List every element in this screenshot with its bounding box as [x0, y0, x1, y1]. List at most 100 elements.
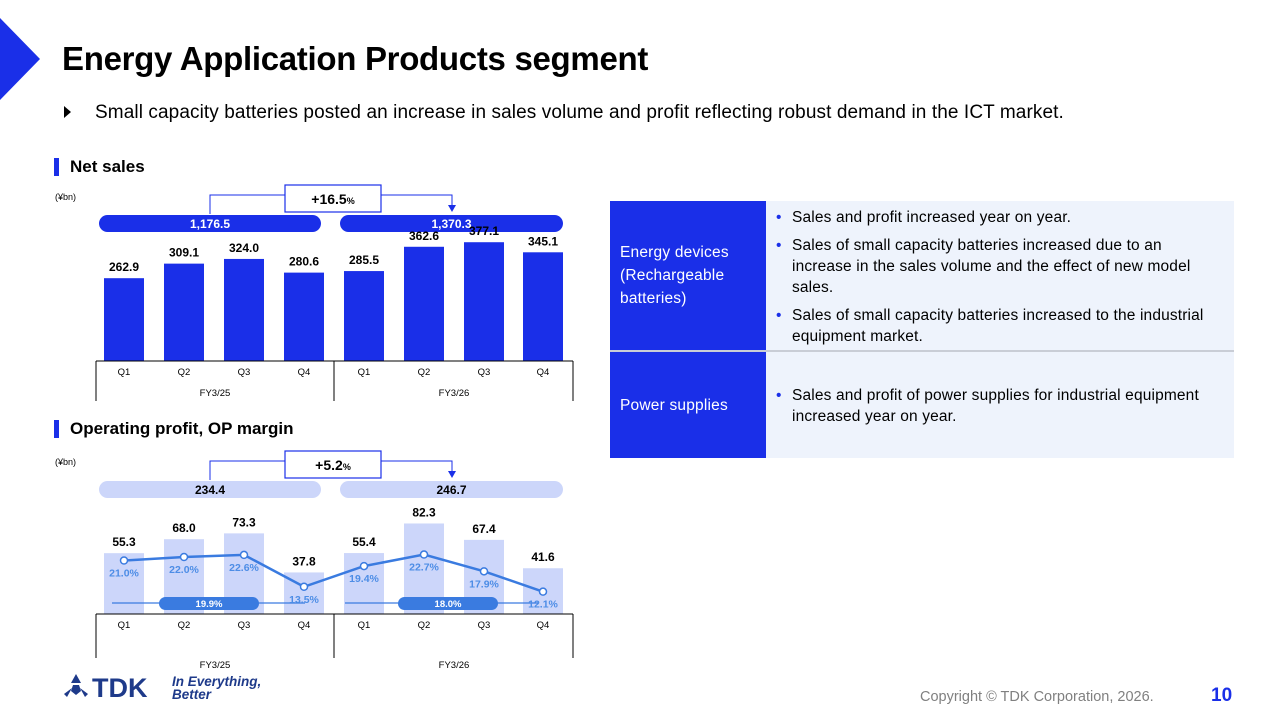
tick-label: Q3: [238, 367, 251, 378]
operating-profit-chart: +5.2% 234.4 246.7 55.3 68.0 73.3 37.8 55.4 82.3 6…: [95, 450, 574, 671]
group-label: FY3/26: [439, 660, 470, 671]
segment-label: Power supplies: [610, 352, 766, 458]
value-label: 309.1: [169, 246, 199, 260]
op-margin-point: [479, 567, 489, 576]
value-label: 41.6: [531, 550, 555, 564]
group-label: FY3/26: [439, 388, 470, 399]
segment-body: • Sales and profit increased year on year…: [766, 201, 1234, 350]
table-row-divider: [610, 350, 1234, 352]
svg-text:In Everything,: In Everything,: [172, 674, 261, 689]
op-margin-point: [179, 552, 189, 562]
tick-label: Q1: [118, 620, 131, 631]
segment-bullet: • Sales of small capacity batteries incre…: [776, 237, 1191, 296]
op-margin-point: [299, 582, 309, 591]
avg-margin-label: 19.9%: [196, 599, 223, 610]
tick-label: Q1: [358, 620, 371, 631]
total-label: 234.4: [195, 483, 225, 497]
net-sales-chart: +16.5% 1,176.5 1,370.3 262.9 309.1 324.0 280.6…: [95, 184, 574, 401]
bar: [284, 272, 324, 361]
avg-margin-pill: [398, 597, 498, 610]
total-label: 1,176.5: [190, 217, 230, 231]
op-margin-label: 13.5%: [289, 594, 319, 606]
bar: [164, 263, 204, 361]
tick-label: Q2: [178, 620, 191, 631]
tick-label: Q4: [537, 620, 550, 631]
page-subtitle: Small capacity batteries posted an incre…: [95, 102, 1064, 123]
value-label: 82.3: [412, 505, 436, 519]
value-label: 285.5: [349, 253, 379, 267]
value-label: 324.0: [229, 241, 259, 255]
segment-label: Energy devices (Rechargeable batteries): [610, 201, 766, 350]
op-margin-label: 19.4%: [349, 573, 379, 585]
bar: [224, 258, 264, 361]
op-margin-line: [123, 553, 544, 593]
value-label: 377.1: [469, 224, 499, 238]
page-number: 10: [1211, 685, 1233, 706]
op-margin-point: [359, 561, 369, 571]
svg-text:Better: Better: [172, 687, 212, 702]
op-margin-point: [119, 556, 129, 565]
avg-margin-label: 18.0%: [435, 599, 462, 610]
group-label: FY3/25: [200, 660, 231, 671]
growth-arrow-icon: [448, 471, 456, 478]
segment-bullet: • Sales of small capacity batteries incre…: [776, 307, 1204, 345]
value-label: 345.1: [528, 234, 558, 248]
segment-summary-table: Energy devices (Rechargeable batteries) …: [610, 201, 1234, 458]
net-sales-title: Net sales: [70, 157, 145, 176]
bullet-dot-icon: •: [776, 387, 782, 404]
copyright-text: Copyright © TDK Corporation, 2026.: [920, 689, 1154, 705]
bullet-dot-icon: •: [776, 209, 782, 226]
bar: [104, 278, 144, 361]
op-margin-label: 12.1%: [528, 599, 558, 611]
operating-profit-marker: [54, 420, 59, 438]
tick-label: Q4: [298, 367, 311, 378]
bar: [523, 252, 563, 361]
total-pill: [99, 215, 321, 232]
tick-label: Q4: [537, 367, 550, 378]
total-label: 246.7: [436, 483, 466, 497]
net-sales-marker: [54, 158, 59, 176]
op-margin-label: 17.9%: [469, 578, 499, 590]
group-label: FY3/25: [200, 388, 231, 399]
value-label: 67.4: [472, 522, 496, 536]
total-label: 1,370.3: [431, 217, 471, 231]
tick-label: Q3: [238, 620, 251, 631]
operating-profit-unit: (¥bn): [55, 457, 77, 467]
value-label: 280.6: [289, 255, 319, 269]
op-margin-label: 22.6%: [229, 562, 259, 574]
tick-label: Q3: [478, 620, 491, 631]
tick-label: Q2: [418, 620, 431, 631]
svg-text:TDK: TDK: [92, 673, 148, 702]
bar: [464, 242, 504, 361]
net-sales-unit: (¥bn): [55, 192, 77, 202]
segment-row-power-supplies: Power supplies • Sales and profit of powe…: [610, 352, 1234, 458]
growth-label: +5.2%: [315, 457, 351, 473]
op-margin-point: [419, 550, 429, 559]
value-label: 55.4: [352, 535, 376, 549]
tick-label: Q2: [178, 367, 191, 378]
total-pill: [99, 481, 321, 498]
tick-label: Q1: [118, 367, 131, 378]
bar: [344, 271, 384, 361]
total-pill: [340, 481, 563, 498]
value-label: 55.3: [112, 535, 136, 549]
tdk-logo: TDK In Everything, Better: [62, 672, 277, 707]
tick-label: Q2: [418, 367, 431, 378]
tick-label: Q3: [478, 367, 491, 378]
op-margin-point: [239, 550, 249, 560]
total-pill: [340, 215, 563, 232]
corner-accent-triangle: [0, 18, 40, 100]
op-margin-label: 21.0%: [109, 568, 139, 580]
growth-box: [284, 450, 382, 479]
value-label: 262.9: [109, 260, 139, 274]
segment-bullet: • Sales and profit of power supplies for …: [776, 387, 1199, 425]
tick-label: Q1: [358, 367, 371, 378]
op-margin-label: 22.7%: [409, 562, 439, 574]
op-margin-point: [538, 587, 548, 596]
growth-arrow-icon: [448, 205, 456, 212]
segment-bullet: • Sales and profit increased year on year…: [776, 209, 1072, 226]
value-label: 37.8: [292, 554, 316, 568]
tick-label: Q4: [298, 620, 311, 631]
bullet-arrow-icon: [64, 106, 71, 118]
bar: [404, 246, 444, 361]
